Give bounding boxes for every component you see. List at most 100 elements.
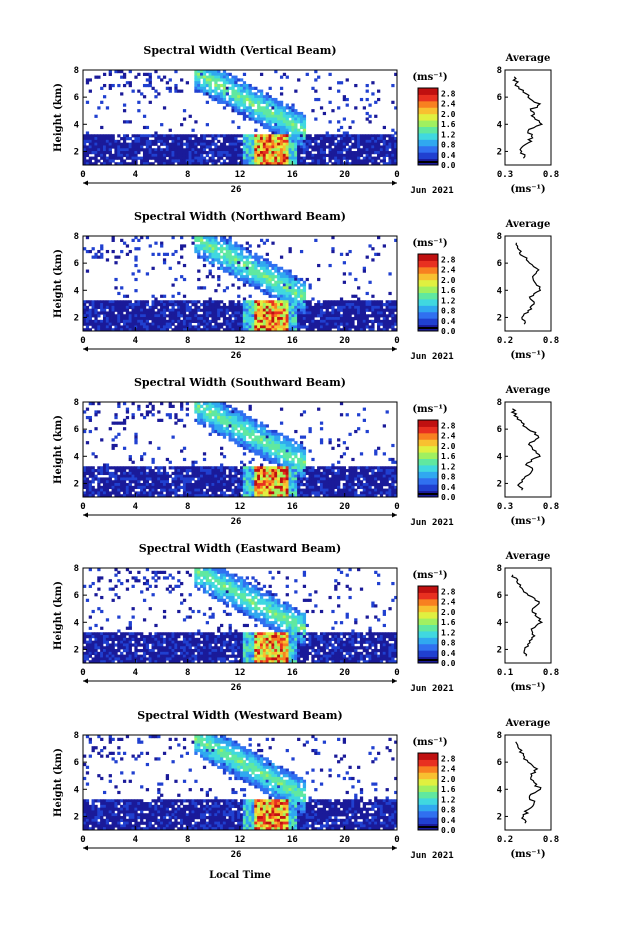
heatmap-cell [305, 480, 309, 484]
heatmap-cell [308, 325, 312, 329]
heatmap-cell [94, 455, 98, 459]
heatmap-cell [297, 449, 301, 453]
heatmap-cell [265, 325, 269, 329]
heatmap-cell [157, 446, 161, 450]
heatmap-cell [117, 466, 121, 470]
heatmap-cell [91, 485, 95, 490]
heatmap-cell [359, 491, 364, 495]
heatmap-cell [299, 117, 304, 121]
heatmap-cell [254, 483, 258, 487]
heatmap-cell [302, 125, 307, 130]
heatmap-cell [311, 311, 315, 315]
heatmap-cell [305, 162, 309, 166]
heatmap-cell [248, 283, 252, 287]
heatmap-cell [339, 81, 344, 85]
heatmap-cell [194, 485, 198, 490]
heatmap-cell [251, 488, 255, 492]
heatmap-cell [122, 469, 127, 473]
heatmap-cell [231, 491, 235, 495]
heatmap-cell [302, 137, 307, 141]
heatmap-cell [279, 148, 284, 152]
heatmap-cell [254, 151, 258, 155]
heatmap-cell [237, 255, 241, 259]
heatmap-cell [257, 97, 261, 102]
heatmap-cell [297, 483, 301, 487]
heatmap-cell [351, 300, 355, 304]
heatmap-cell [122, 145, 127, 149]
heatmap-cell [262, 424, 267, 428]
heatmap-cell [151, 303, 155, 307]
heatmap-cell [248, 314, 252, 318]
heatmap-cell [359, 483, 364, 487]
heatmap-cell [225, 244, 229, 248]
heatmap-cell [345, 103, 349, 107]
heatmap-cell [228, 317, 232, 321]
heatmap-cell [242, 469, 247, 473]
heatmap-cell [214, 236, 218, 240]
heatmap-cell [231, 325, 235, 329]
heatmap-cell [97, 466, 101, 470]
heatmap-cell [91, 308, 95, 312]
heatmap-cell [248, 441, 252, 445]
heatmap-cell [220, 151, 224, 155]
heatmap-cell [322, 134, 327, 138]
heatmap-cell [111, 142, 115, 146]
heatmap-cell [194, 314, 198, 318]
heatmap-cell [365, 145, 369, 149]
heatmap-cell [388, 151, 392, 155]
heatmap-cell [291, 325, 295, 329]
heatmap-cell [299, 125, 304, 130]
heatmap-cell [248, 305, 252, 310]
heatmap-cell [228, 308, 232, 312]
heatmap-cell [305, 328, 309, 332]
heatmap-cell [259, 429, 264, 434]
heatmap-cell [134, 474, 138, 478]
heatmap-cell [328, 480, 332, 484]
heatmap-cell [197, 159, 201, 163]
heatmap-cell [128, 162, 132, 166]
heatmap-cell [128, 322, 132, 326]
heatmap-cell [319, 483, 324, 487]
heatmap-cell [248, 277, 252, 282]
heatmap-cell [268, 477, 272, 481]
heatmap-cell [242, 429, 247, 434]
heatmap-cell [294, 125, 298, 130]
heatmap-cell [214, 407, 218, 411]
heatmap-cell [222, 236, 227, 240]
heatmap-cell [140, 457, 144, 462]
heatmap-cell [208, 75, 212, 79]
heatmap-cell [228, 156, 232, 160]
heatmap-cell [345, 97, 349, 102]
heatmap-cell [240, 92, 244, 96]
heatmap-cell [211, 275, 215, 279]
heatmap-cell [334, 466, 338, 470]
heatmap-cell [311, 322, 315, 326]
heatmap-cell [277, 286, 281, 290]
heatmap-cell [234, 103, 238, 107]
heatmap-cell [339, 402, 344, 406]
heatmap-cell [97, 491, 101, 495]
heatmap-cell [265, 114, 269, 118]
heatmap-cell [94, 325, 98, 329]
heatmap-cell [157, 311, 161, 315]
heatmap-cell [257, 156, 261, 160]
heatmap-cell [359, 474, 364, 478]
heatmap-cell [228, 261, 232, 265]
heatmap-cell [251, 494, 255, 498]
heatmap-cell [308, 466, 312, 470]
heatmap-cell [339, 455, 344, 459]
heatmap-cell [251, 109, 255, 113]
heatmap-cell [168, 460, 172, 464]
heatmap-cell [294, 148, 298, 152]
heatmap-cell [337, 438, 341, 442]
heatmap-cell [142, 480, 147, 484]
heatmap-cell [345, 483, 349, 487]
heatmap-cell [214, 314, 218, 318]
heatmap-cell [180, 303, 184, 307]
heatmap-cell [342, 441, 347, 445]
heatmap-cell [348, 325, 352, 329]
heatmap-cell [137, 72, 141, 76]
heatmap-cell [354, 491, 358, 495]
heatmap-cell [220, 407, 224, 411]
avg-unit-label: (ms⁻¹) [510, 184, 545, 195]
